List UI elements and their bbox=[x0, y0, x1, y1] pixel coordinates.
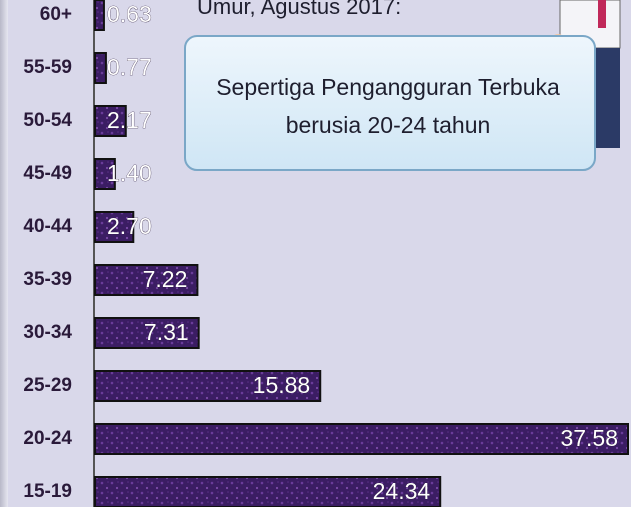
value-label: 1.40 bbox=[107, 160, 152, 186]
category-label: 35-39 bbox=[23, 269, 72, 290]
value-label: 7.31 bbox=[144, 319, 189, 345]
chart-title: Umur, Agustus 2017: bbox=[197, 0, 401, 19]
bar bbox=[95, 0, 104, 30]
category-label: 20-24 bbox=[23, 428, 72, 449]
category-label: 45-49 bbox=[23, 163, 72, 184]
value-label: 2.17 bbox=[107, 107, 152, 133]
bar bbox=[95, 424, 628, 454]
category-label: 40-44 bbox=[23, 216, 72, 237]
category-label: 50-54 bbox=[23, 110, 72, 131]
bar bbox=[95, 53, 106, 83]
category-label: 30-34 bbox=[23, 322, 72, 343]
value-label: 24.34 bbox=[373, 478, 431, 504]
callout-box bbox=[185, 36, 595, 170]
value-label: 2.70 bbox=[107, 213, 152, 239]
category-label: 15-19 bbox=[23, 481, 72, 502]
value-label: 0.77 bbox=[107, 54, 152, 80]
value-label: 0.63 bbox=[107, 1, 152, 27]
value-label: 37.58 bbox=[560, 425, 618, 451]
category-label: 55-59 bbox=[23, 57, 72, 78]
category-label: 25-29 bbox=[23, 375, 72, 396]
value-label: 7.22 bbox=[143, 266, 188, 292]
callout-text: Sepertiga Pengangguran Terbuka bbox=[216, 74, 560, 100]
callout-text: berusia 20-24 tahun bbox=[286, 112, 491, 138]
value-label: 15.88 bbox=[253, 372, 311, 398]
category-label: 60+ bbox=[40, 4, 72, 25]
left-edge bbox=[0, 0, 8, 507]
chart: Umur, Agustus 2017: Sepertiga Penganggur… bbox=[0, 0, 631, 507]
